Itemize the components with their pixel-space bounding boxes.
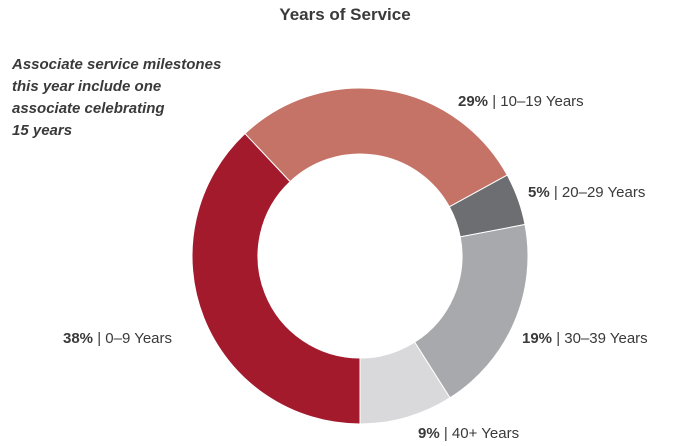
slice-category: 30–39 Years <box>564 330 648 347</box>
donut-slice-1 <box>244 87 508 208</box>
slice-percent: 38% <box>63 330 94 347</box>
slice-category: 20–29 Years <box>561 184 646 201</box>
label-separator: | <box>93 330 106 347</box>
chart-title: Years of Service <box>279 5 411 24</box>
annotation-line: this year include one <box>12 78 162 95</box>
label-separator: | <box>549 184 562 201</box>
chart-annotation: Associate service milestones this year i… <box>12 54 272 142</box>
slice-label-20-29-years: 5% | 20–29 Years <box>528 184 645 202</box>
slice-percent: 29% <box>458 93 489 110</box>
donut-slice-0 <box>191 132 361 425</box>
slice-label-0-9-years: 38% | 0–9 Years <box>63 330 172 348</box>
annotation-line: associate celebrating <box>12 100 165 117</box>
annotation-line: Associate service milestones <box>12 56 222 73</box>
slice-label-40-plus-years: 9% | 40+ Years <box>418 425 519 443</box>
slice-label-30-39-years: 19% | 30–39 Years <box>522 330 648 348</box>
donut-slice-4 <box>359 341 451 425</box>
slice-category: 10–19 Years <box>500 93 584 110</box>
slice-category: 0–9 Years <box>105 330 172 347</box>
slice-percent: 5% <box>528 184 550 201</box>
label-separator: | <box>488 93 501 110</box>
slice-percent: 19% <box>522 330 553 347</box>
label-separator: | <box>439 425 452 442</box>
annotation-line: 15 years <box>12 122 73 139</box>
slice-label-10-19-years: 29% | 10–19 Years <box>458 93 584 111</box>
slice-category: 40+ Years <box>451 425 520 442</box>
slice-percent: 9% <box>418 425 440 442</box>
label-separator: | <box>552 330 565 347</box>
